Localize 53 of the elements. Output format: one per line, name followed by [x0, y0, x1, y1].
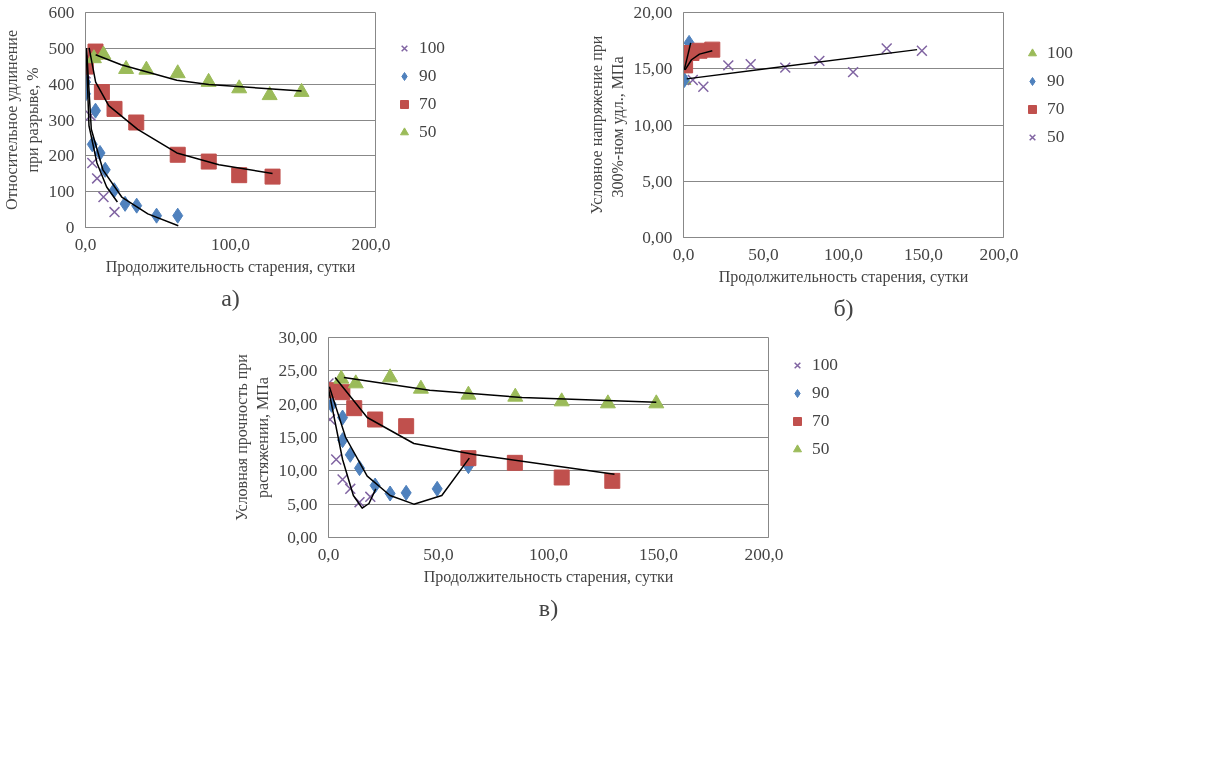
legend-label: 70 — [812, 411, 831, 431]
x-axis-title: Продолжительность старения, сутки — [423, 567, 674, 586]
text: а) — [221, 284, 240, 311]
y-axis-title: Условная прочность при растяжении, МПа — [233, 353, 272, 521]
x-axis-title: Продолжительность старения, сутки — [718, 267, 969, 286]
y-axis-title: Условное напряжение при 300%-ном удл., МПа — [588, 35, 627, 215]
x-tick-label: 100,0 — [824, 244, 864, 264]
y-tick-label: 0,00 — [642, 228, 673, 247]
x-tick-label: 200,0 — [744, 544, 784, 564]
x-tick-label: 150,0 — [639, 544, 679, 564]
y-tick-label: 25,00 — [278, 361, 318, 381]
legend-label: 50 — [812, 439, 831, 459]
y-tick-label: 20,00 — [278, 394, 318, 414]
y-tick-label: 100 — [48, 182, 75, 202]
x-tick-label: 50,0 — [423, 544, 454, 564]
y-tick-label: 300 — [48, 110, 75, 130]
y-tick-label: 0,00 — [287, 528, 318, 547]
legend-label: 70 — [1047, 98, 1066, 119]
legend-label: 100 — [812, 355, 838, 375]
y-tick-label: 15,00 — [633, 59, 673, 79]
y-tick-label: 5,00 — [287, 494, 318, 514]
y-tick-label: 5,00 — [642, 171, 673, 191]
legend-label: 70 — [419, 93, 438, 114]
x-tick-label: 0,0 — [672, 244, 695, 264]
legend-label: 90 — [812, 383, 831, 403]
y-tick-label: 400 — [48, 74, 75, 94]
x-tick-label: 200,0 — [979, 244, 1019, 264]
legend-label: 90 — [1047, 70, 1066, 91]
y-tick-label: 15,00 — [278, 428, 318, 447]
x-tick-label: 0,0 — [74, 234, 97, 254]
y-axis-title: Относительное удлинение при разрыве, % — [3, 30, 42, 210]
x-axis-title: Продолжительность старения, сутки — [105, 257, 356, 276]
y-tick-label: 10,00 — [633, 115, 673, 135]
legend-label: 100 — [419, 37, 445, 58]
legend-label: 100 — [1047, 42, 1073, 63]
x-tick-label: 100,0 — [529, 544, 569, 564]
y-tick-label: 600 — [48, 3, 75, 22]
legend-label: 50 — [419, 121, 438, 142]
legend-label: 90 — [419, 65, 438, 86]
y-tick-label: 30,00 — [278, 328, 318, 347]
legend-label: 50 — [1047, 126, 1066, 147]
y-tick-label: 200 — [48, 146, 75, 166]
x-tick-label: 100,0 — [211, 234, 251, 254]
x-tick-label: 150,0 — [904, 244, 944, 264]
y-tick-label: 10,00 — [278, 461, 318, 481]
y-tick-label: 500 — [48, 38, 75, 58]
x-tick-label: 200,0 — [351, 234, 391, 254]
text: б) — [833, 294, 854, 321]
x-tick-label: 50,0 — [748, 244, 779, 264]
text: в) — [538, 594, 559, 621]
y-tick-label: 0 — [65, 218, 75, 237]
x-tick-label: 0,0 — [317, 544, 340, 564]
y-tick-label: 20,00 — [633, 3, 673, 22]
